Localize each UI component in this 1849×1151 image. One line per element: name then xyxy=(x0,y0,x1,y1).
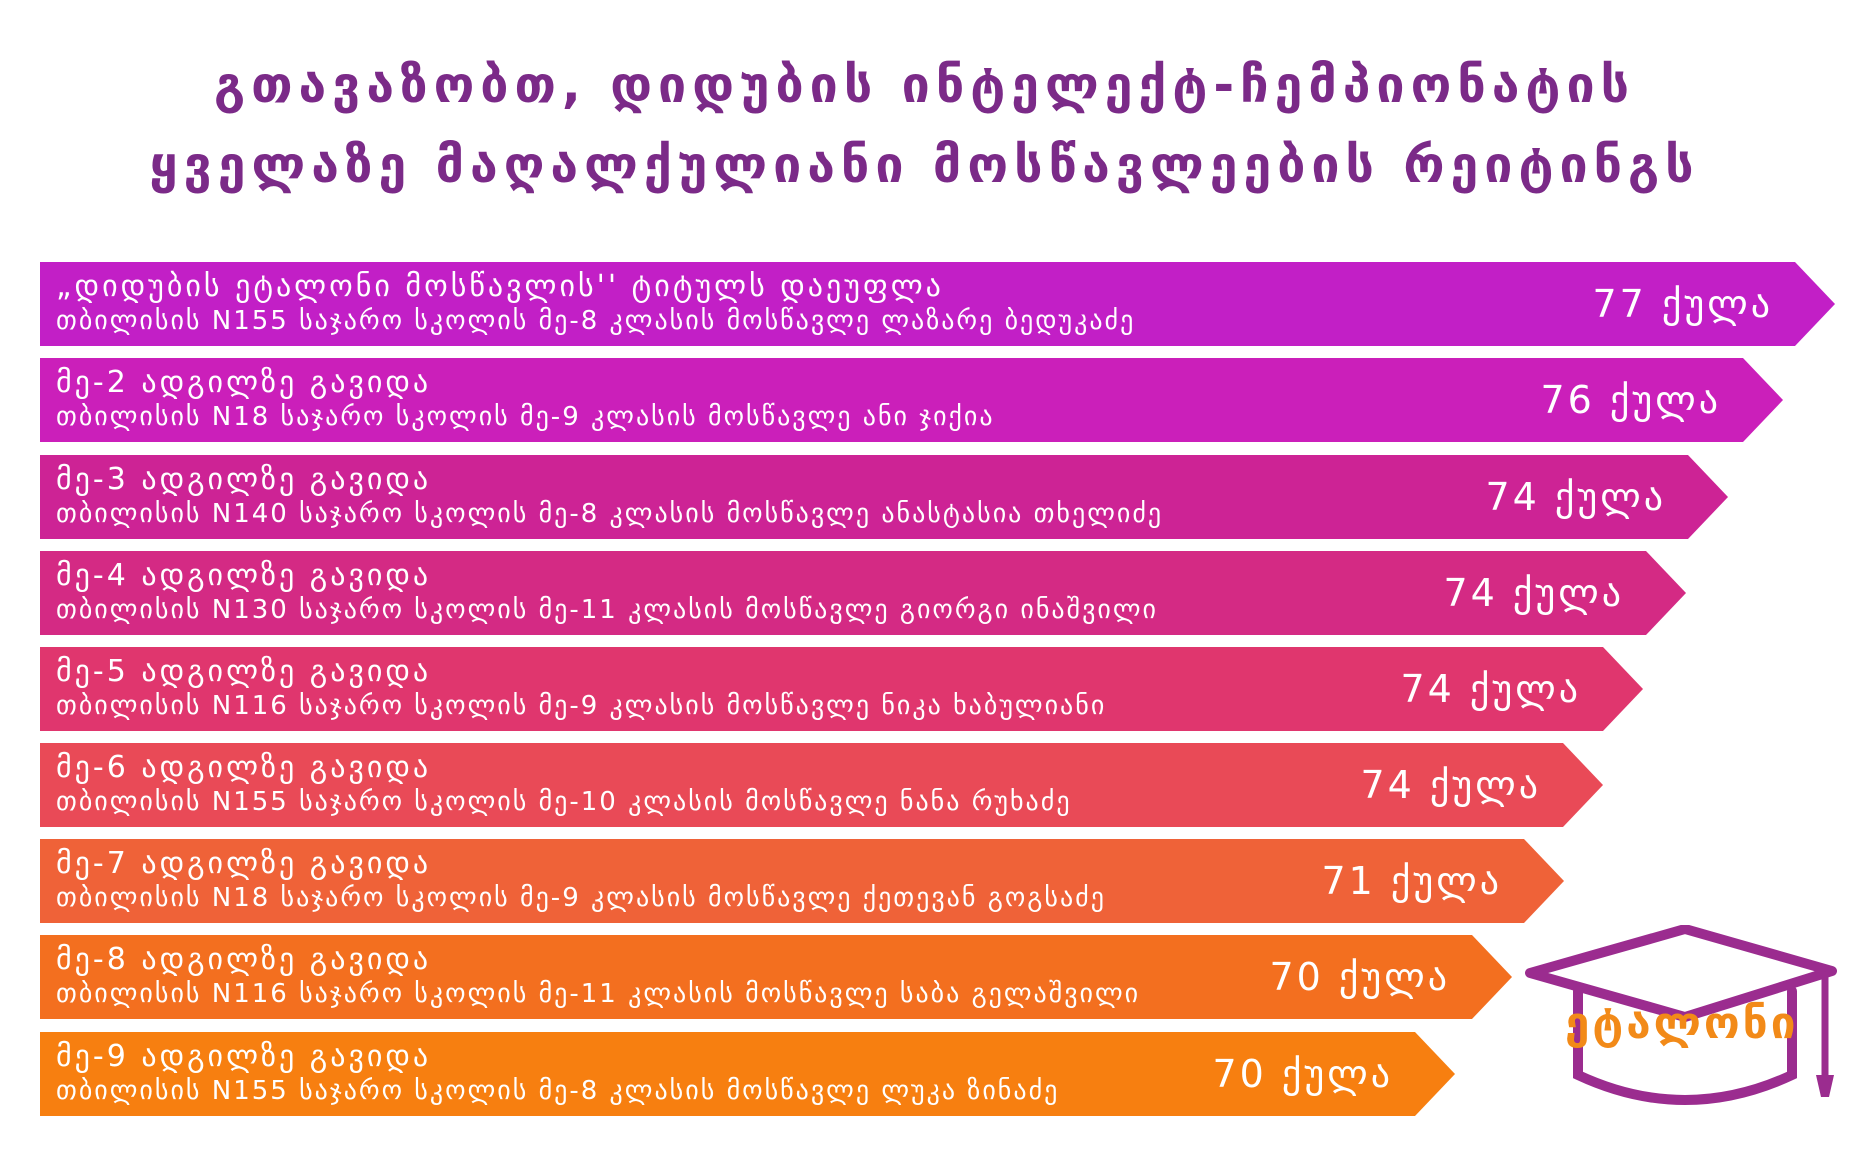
rank-row-points: 71 ქულა xyxy=(1321,859,1502,903)
rank-row-student: თბილისის N155 საჯარო სკოლის მე-8 კლასის … xyxy=(56,1076,1060,1106)
rank-row-title: მე-9 ადგილზე გავიდა xyxy=(56,1039,432,1074)
rank-row-4: მე-4 ადგილზე გავიდა თბილისის N130 საჯარო… xyxy=(40,551,1686,635)
rank-row-student: თბილისის N130 საჯარო სკოლის მე-11 კლასის… xyxy=(56,595,1159,625)
rank-row-title: მე-8 ადგილზე გავიდა xyxy=(56,942,432,977)
rank-row-title: მე-6 ადგილზე გავიდა xyxy=(56,750,432,785)
logo-text: ეტალონი xyxy=(1565,998,1799,1049)
rank-row-student: თბილისის N155 საჯარო სკოლის მე-8 კლასის … xyxy=(56,306,1136,336)
rank-row-7: მე-7 ადგილზე გავიდა თბილისის N18 საჯარო … xyxy=(40,839,1564,923)
cap-board xyxy=(1525,925,1837,1022)
cap-body xyxy=(1573,986,1797,1105)
rank-row-title: მე-7 ადგილზე გავიდა xyxy=(56,846,432,881)
rank-row-student: თბილისის N18 საჯარო სკოლის მე-9 კლასის მ… xyxy=(56,402,995,432)
rank-row-student: თბილისის N116 საჯარო სკოლის მე-11 კლასის… xyxy=(56,979,1141,1009)
rank-row-6: მე-6 ადგილზე გავიდა თბილისის N155 საჯარო… xyxy=(40,743,1603,827)
rank-row-points: 70 ქულა xyxy=(1212,1052,1393,1096)
rank-row-8: მე-8 ადგილზე გავიდა თბილისის N116 საჯარო… xyxy=(40,935,1512,1019)
cap-tassel-end xyxy=(1816,1075,1834,1097)
rank-row-student: თბილისის N116 საჯარო სკოლის მე-9 კლასის … xyxy=(56,691,1107,721)
rank-row-points: 74 ქულა xyxy=(1400,667,1581,711)
page-title-line2: ყველაზე მაღალქულიანი მოსწავლეების რეიტინ… xyxy=(149,136,1700,194)
rank-row-title: „დიდუბის ეტალონი მოსწავლის'' ტიტულს დაეუ… xyxy=(56,269,944,304)
rank-row-student: თბილისის N155 საჯარო სკოლის მე-10 კლასის… xyxy=(56,787,1072,817)
rank-row-student: თბილისის N18 საჯარო სკოლის მე-9 კლასის მ… xyxy=(56,883,1106,913)
rank-row-5: მე-5 ადგილზე გავიდა თბილისის N116 საჯარო… xyxy=(40,647,1643,731)
rank-row-title: მე-2 ადგილზე გავიდა xyxy=(56,365,432,400)
rank-row-title: მე-4 ადგილზე გავიდა xyxy=(56,558,432,593)
page-title-line1: გთავაზობთ, დიდუბის ინტელექტ-ჩემპიონატის xyxy=(213,56,1636,114)
rank-row-2: მე-2 ადგილზე გავიდა თბილისის N18 საჯარო … xyxy=(40,358,1783,442)
rank-row-points: 74 ქულა xyxy=(1485,475,1666,519)
rank-row-points: 77 ქულა xyxy=(1592,282,1773,326)
rank-row-3: მე-3 ადგილზე გავიდა თბილისის N140 საჯარო… xyxy=(40,455,1728,539)
rank-row-title: მე-3 ადგილზე გავიდა xyxy=(56,462,432,497)
rank-row-9: მე-9 ადგილზე გავიდა თბილისის N155 საჯარო… xyxy=(40,1032,1455,1116)
rank-row-points: 74 ქულა xyxy=(1360,763,1541,807)
rank-row-points: 74 ქულა xyxy=(1443,571,1624,615)
rank-row-title: მე-5 ადგილზე გავიდა xyxy=(56,654,432,689)
rank-row-points: 70 ქულა xyxy=(1269,955,1450,999)
rank-row-student: თბილისის N140 საჯარო სკოლის მე-8 კლასის … xyxy=(56,499,1164,529)
rank-row-1: „დიდუბის ეტალონი მოსწავლის'' ტიტულს დაეუ… xyxy=(40,262,1835,346)
graduation-cap-logo-icon xyxy=(1525,925,1837,1105)
rank-row-points: 76 ქულა xyxy=(1540,378,1721,422)
